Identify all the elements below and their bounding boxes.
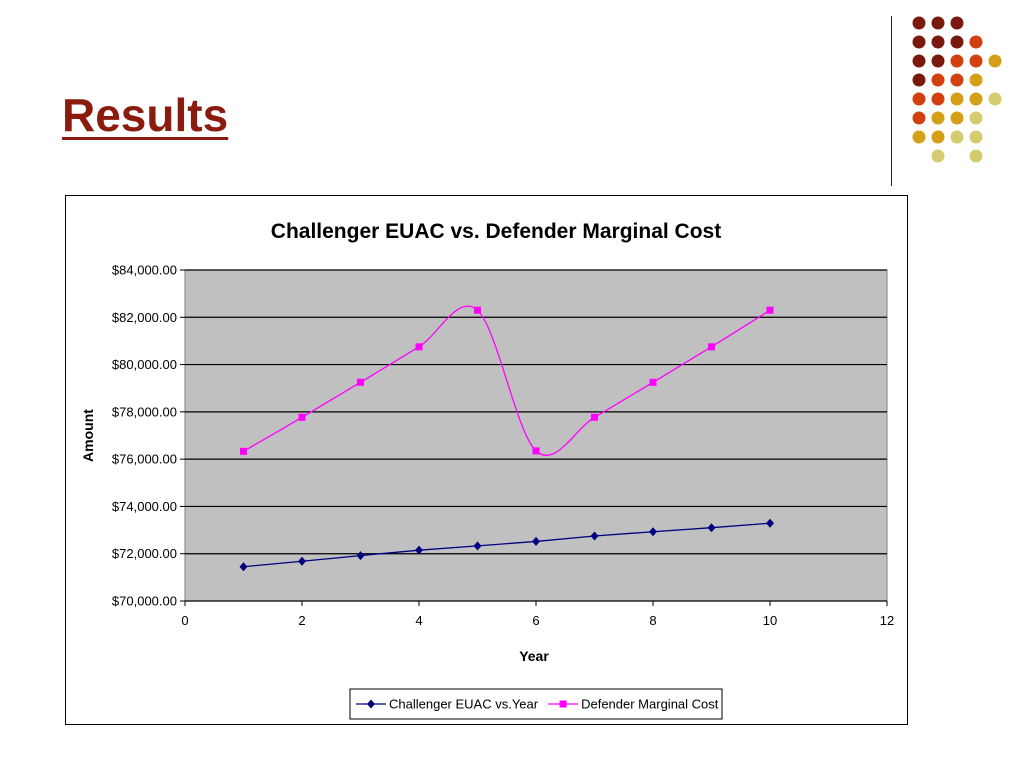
data-point <box>474 306 481 314</box>
data-point <box>766 306 774 314</box>
y-tick-label: $70,000.00 <box>112 594 177 609</box>
data-point <box>473 541 482 551</box>
decorative-dot <box>912 73 926 87</box>
y-axis-label: Amount <box>80 409 96 462</box>
decorative-dot <box>912 54 926 68</box>
data-point <box>298 413 306 421</box>
y-tick-label: $84,000.00 <box>112 263 177 278</box>
legend: Challenger EUAC vs.Year Defender Marginal… <box>349 688 723 720</box>
data-point <box>239 562 248 572</box>
data-point <box>707 523 716 533</box>
y-tick-label: $80,000.00 <box>112 357 177 372</box>
series-line-2 <box>243 305 771 456</box>
decorative-dot <box>912 16 926 30</box>
title-divider <box>891 16 892 186</box>
x-tick-label: 6 <box>532 613 539 628</box>
decorative-dot <box>950 73 964 87</box>
data-point <box>708 343 715 351</box>
decorative-dot <box>969 54 983 68</box>
decorative-dot <box>969 73 983 87</box>
y-tick-label: $74,000.00 <box>112 499 177 514</box>
data-point <box>415 545 423 555</box>
data-point <box>532 536 540 546</box>
data-point <box>240 447 247 455</box>
series-line-1 <box>243 522 771 568</box>
data-point <box>649 527 657 537</box>
x-tick-label: 12 <box>880 613 894 628</box>
decorative-dot <box>969 35 983 49</box>
x-axis-label: Year <box>519 648 549 664</box>
x-tick-label: 2 <box>298 613 305 628</box>
decorative-dot <box>950 130 964 144</box>
y-tick-label: $82,000.00 <box>112 310 177 325</box>
chart-title: Challenger EUAC vs. Defender Marginal Co… <box>271 220 721 243</box>
slide-title: Results <box>62 89 229 141</box>
legend-box <box>349 688 723 720</box>
decorative-dot <box>931 130 945 144</box>
legend-swatch-marker <box>367 699 375 709</box>
data-point <box>590 531 599 541</box>
decorative-dot <box>912 92 926 106</box>
decorative-dot <box>988 92 1002 106</box>
chart-frame: Challenger EUAC vs. Defender Marginal Co… <box>65 195 908 725</box>
decorative-dot <box>931 92 945 106</box>
decorative-dot <box>969 111 983 125</box>
decorative-dot <box>950 111 964 125</box>
decorative-dot <box>931 149 945 163</box>
legend-label-1: Challenger EUAC vs.Year <box>389 697 539 712</box>
data-point <box>591 413 598 421</box>
decorative-dot <box>931 16 945 30</box>
decorative-dot <box>912 111 926 125</box>
data-point <box>298 556 306 566</box>
line-chart: Challenger EUAC vs. Defender Marginal Co… <box>80 220 894 720</box>
x-tick-label: 10 <box>763 613 777 628</box>
decorative-dot <box>912 130 926 144</box>
y-tick-label: $72,000.00 <box>112 546 177 561</box>
decorative-dot <box>912 35 926 49</box>
decorative-dot <box>969 92 983 106</box>
y-tick-label: $76,000.00 <box>112 452 177 467</box>
legend-label-2: Defender Marginal Cost <box>581 697 719 712</box>
x-tick-label: 8 <box>649 613 656 628</box>
decorative-dot <box>950 54 964 68</box>
decorative-dot <box>969 130 983 144</box>
data-point <box>766 518 774 528</box>
decorative-dot <box>931 73 945 87</box>
legend-swatch-marker <box>559 700 567 708</box>
data-point <box>356 551 365 561</box>
y-tick-label: $78,000.00 <box>112 404 177 419</box>
x-tick-label: 4 <box>415 613 422 628</box>
decorative-dot <box>931 54 945 68</box>
decorative-dot <box>950 35 964 49</box>
data-point <box>415 343 423 351</box>
decorative-dot <box>931 111 945 125</box>
data-point <box>357 378 364 386</box>
x-tick-label: 0 <box>181 613 188 628</box>
decorative-dot <box>969 149 983 163</box>
data-point <box>532 447 540 455</box>
plot-area <box>184 269 888 602</box>
decorative-dot <box>988 54 1002 68</box>
decorative-dot <box>950 92 964 106</box>
decorative-dot <box>931 35 945 49</box>
data-point <box>649 378 657 386</box>
decorative-dot <box>950 16 964 30</box>
